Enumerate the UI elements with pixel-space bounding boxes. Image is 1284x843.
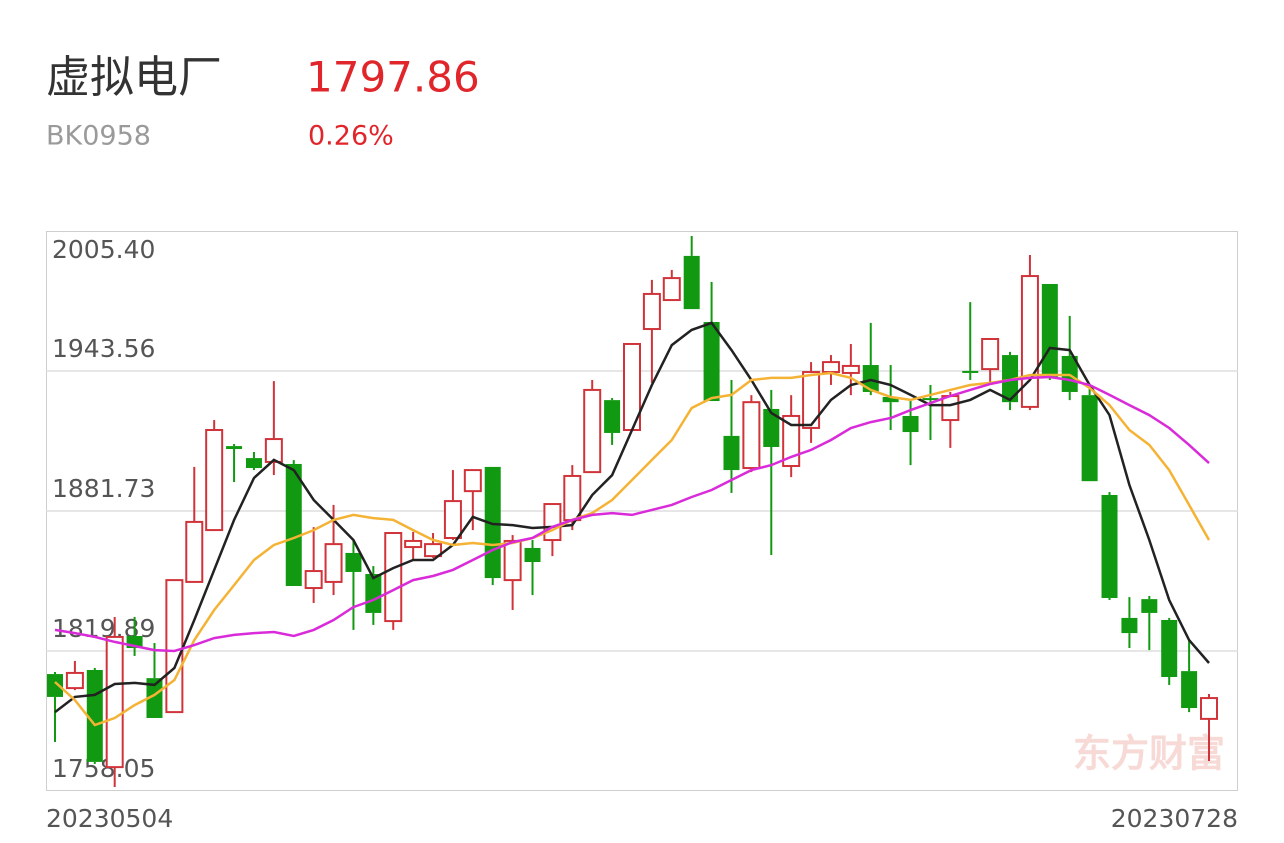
candle-body — [226, 446, 243, 450]
candle-body — [146, 678, 163, 718]
candle-body — [583, 388, 602, 474]
candle-body — [1181, 671, 1198, 709]
candle-body — [365, 573, 382, 613]
y-tick-label: 1758.05 — [52, 754, 155, 783]
candle-body — [1101, 494, 1118, 598]
y-tick-label: 1881.73 — [52, 474, 155, 503]
y-tick-label: 1943.56 — [52, 334, 155, 363]
candle-body — [1121, 617, 1138, 634]
candle-body — [1141, 599, 1158, 613]
watermark: 东方财富 — [1073, 732, 1225, 776]
moving-average-line — [54, 321, 1210, 714]
candle-body — [463, 469, 482, 493]
candle-body — [345, 552, 362, 572]
candle-body — [642, 292, 661, 331]
candle-body — [1161, 619, 1178, 678]
candle-body — [563, 474, 582, 522]
candle-body — [683, 255, 700, 310]
candle-body — [245, 458, 262, 469]
candle-body — [902, 415, 919, 433]
candle-body — [264, 438, 283, 463]
candle-body — [105, 635, 124, 769]
candle-body — [285, 463, 302, 586]
candle-body — [962, 370, 979, 373]
candle-body — [802, 371, 821, 429]
y-tick-label: 2005.40 — [52, 235, 155, 264]
x-tick-label: 20230504 — [46, 804, 173, 833]
candle-body — [922, 398, 939, 401]
candle-body — [841, 364, 860, 374]
candle-body — [941, 395, 960, 422]
change: 0.26% — [308, 121, 394, 152]
candle-body — [524, 547, 541, 562]
candle-body — [47, 674, 63, 697]
candle-body — [1081, 395, 1098, 482]
candle-body — [324, 543, 343, 583]
candle-body — [882, 396, 899, 403]
candle-body — [981, 337, 1000, 371]
candle-body — [185, 520, 204, 583]
title: 虚拟电厂 — [46, 52, 222, 103]
x-tick-label: 20230728 — [1111, 804, 1238, 833]
candle-body — [723, 435, 740, 471]
candle-body — [503, 539, 522, 582]
candle-body — [662, 277, 681, 302]
candle-body — [742, 401, 761, 470]
code: BK0958 — [46, 121, 151, 152]
candle-body — [126, 636, 143, 649]
candle-body — [165, 579, 184, 714]
candle-body — [86, 669, 103, 762]
candle-body — [384, 532, 403, 623]
candle-body — [443, 500, 462, 539]
candle-body — [304, 570, 323, 590]
candle-body — [703, 322, 720, 402]
candle-body — [1200, 697, 1218, 720]
price: 1797.86 — [306, 53, 480, 102]
candle-body — [65, 671, 84, 690]
candle-body — [1041, 283, 1058, 378]
candle-body — [1002, 355, 1019, 403]
candle-body — [604, 400, 621, 433]
candle-body — [782, 414, 801, 468]
candle-body — [404, 539, 423, 549]
candle-body — [821, 361, 840, 374]
candle-body — [424, 543, 443, 558]
candle-body — [205, 429, 224, 532]
candle-body — [763, 408, 780, 447]
candle-body — [862, 365, 879, 392]
candle-body — [543, 503, 562, 542]
candle-body — [484, 466, 501, 579]
moving-average-line — [54, 375, 1210, 653]
